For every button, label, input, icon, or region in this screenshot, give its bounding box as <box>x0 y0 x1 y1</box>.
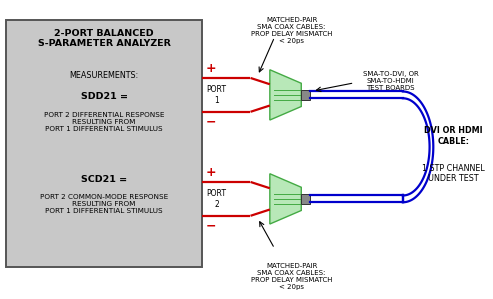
FancyBboxPatch shape <box>301 193 310 204</box>
Text: SDD21 =: SDD21 = <box>81 92 128 101</box>
Text: PORT
2: PORT 2 <box>207 189 227 209</box>
FancyBboxPatch shape <box>6 20 202 267</box>
FancyBboxPatch shape <box>301 90 310 100</box>
Text: SCD21 =: SCD21 = <box>81 175 127 184</box>
Text: MEASUREMENTS:: MEASUREMENTS: <box>70 71 139 80</box>
Text: MATCHED-PAIR
SMA COAX CABLES:
PROP DELAY MISMATCH
< 20ps: MATCHED-PAIR SMA COAX CABLES: PROP DELAY… <box>251 16 332 44</box>
Polygon shape <box>270 70 301 120</box>
Polygon shape <box>270 174 301 224</box>
Text: DVI OR HDMI
CABLE:: DVI OR HDMI CABLE: <box>424 126 483 146</box>
Text: MATCHED-PAIR
SMA COAX CABLES:
PROP DELAY MISMATCH
< 20ps: MATCHED-PAIR SMA COAX CABLES: PROP DELAY… <box>251 263 332 290</box>
Text: +: + <box>206 166 216 179</box>
Text: +: + <box>206 62 216 74</box>
Text: PORT 2 DIFFERENTIAL RESPONSE
RESULTING FROM
PORT 1 DIFFERENTIAL STIMULUS: PORT 2 DIFFERENTIAL RESPONSE RESULTING F… <box>44 112 165 132</box>
Text: −: − <box>206 115 216 128</box>
Text: 1 STP CHANNEL
UNDER TEST: 1 STP CHANNEL UNDER TEST <box>423 164 485 184</box>
Text: PORT
1: PORT 1 <box>207 85 227 105</box>
Text: SMA-TO-DVI, OR
SMA-TO-HDMI
TEST BOARDS: SMA-TO-DVI, OR SMA-TO-HDMI TEST BOARDS <box>363 71 419 91</box>
Text: PORT 2 COMMON-MODE RESPONSE
RESULTING FROM
PORT 1 DIFFERENTIAL STIMULUS: PORT 2 COMMON-MODE RESPONSE RESULTING FR… <box>40 194 168 214</box>
Text: 2-PORT BALANCED
S-PARAMETER ANALYZER: 2-PORT BALANCED S-PARAMETER ANALYZER <box>38 29 171 48</box>
Text: −: − <box>206 219 216 232</box>
